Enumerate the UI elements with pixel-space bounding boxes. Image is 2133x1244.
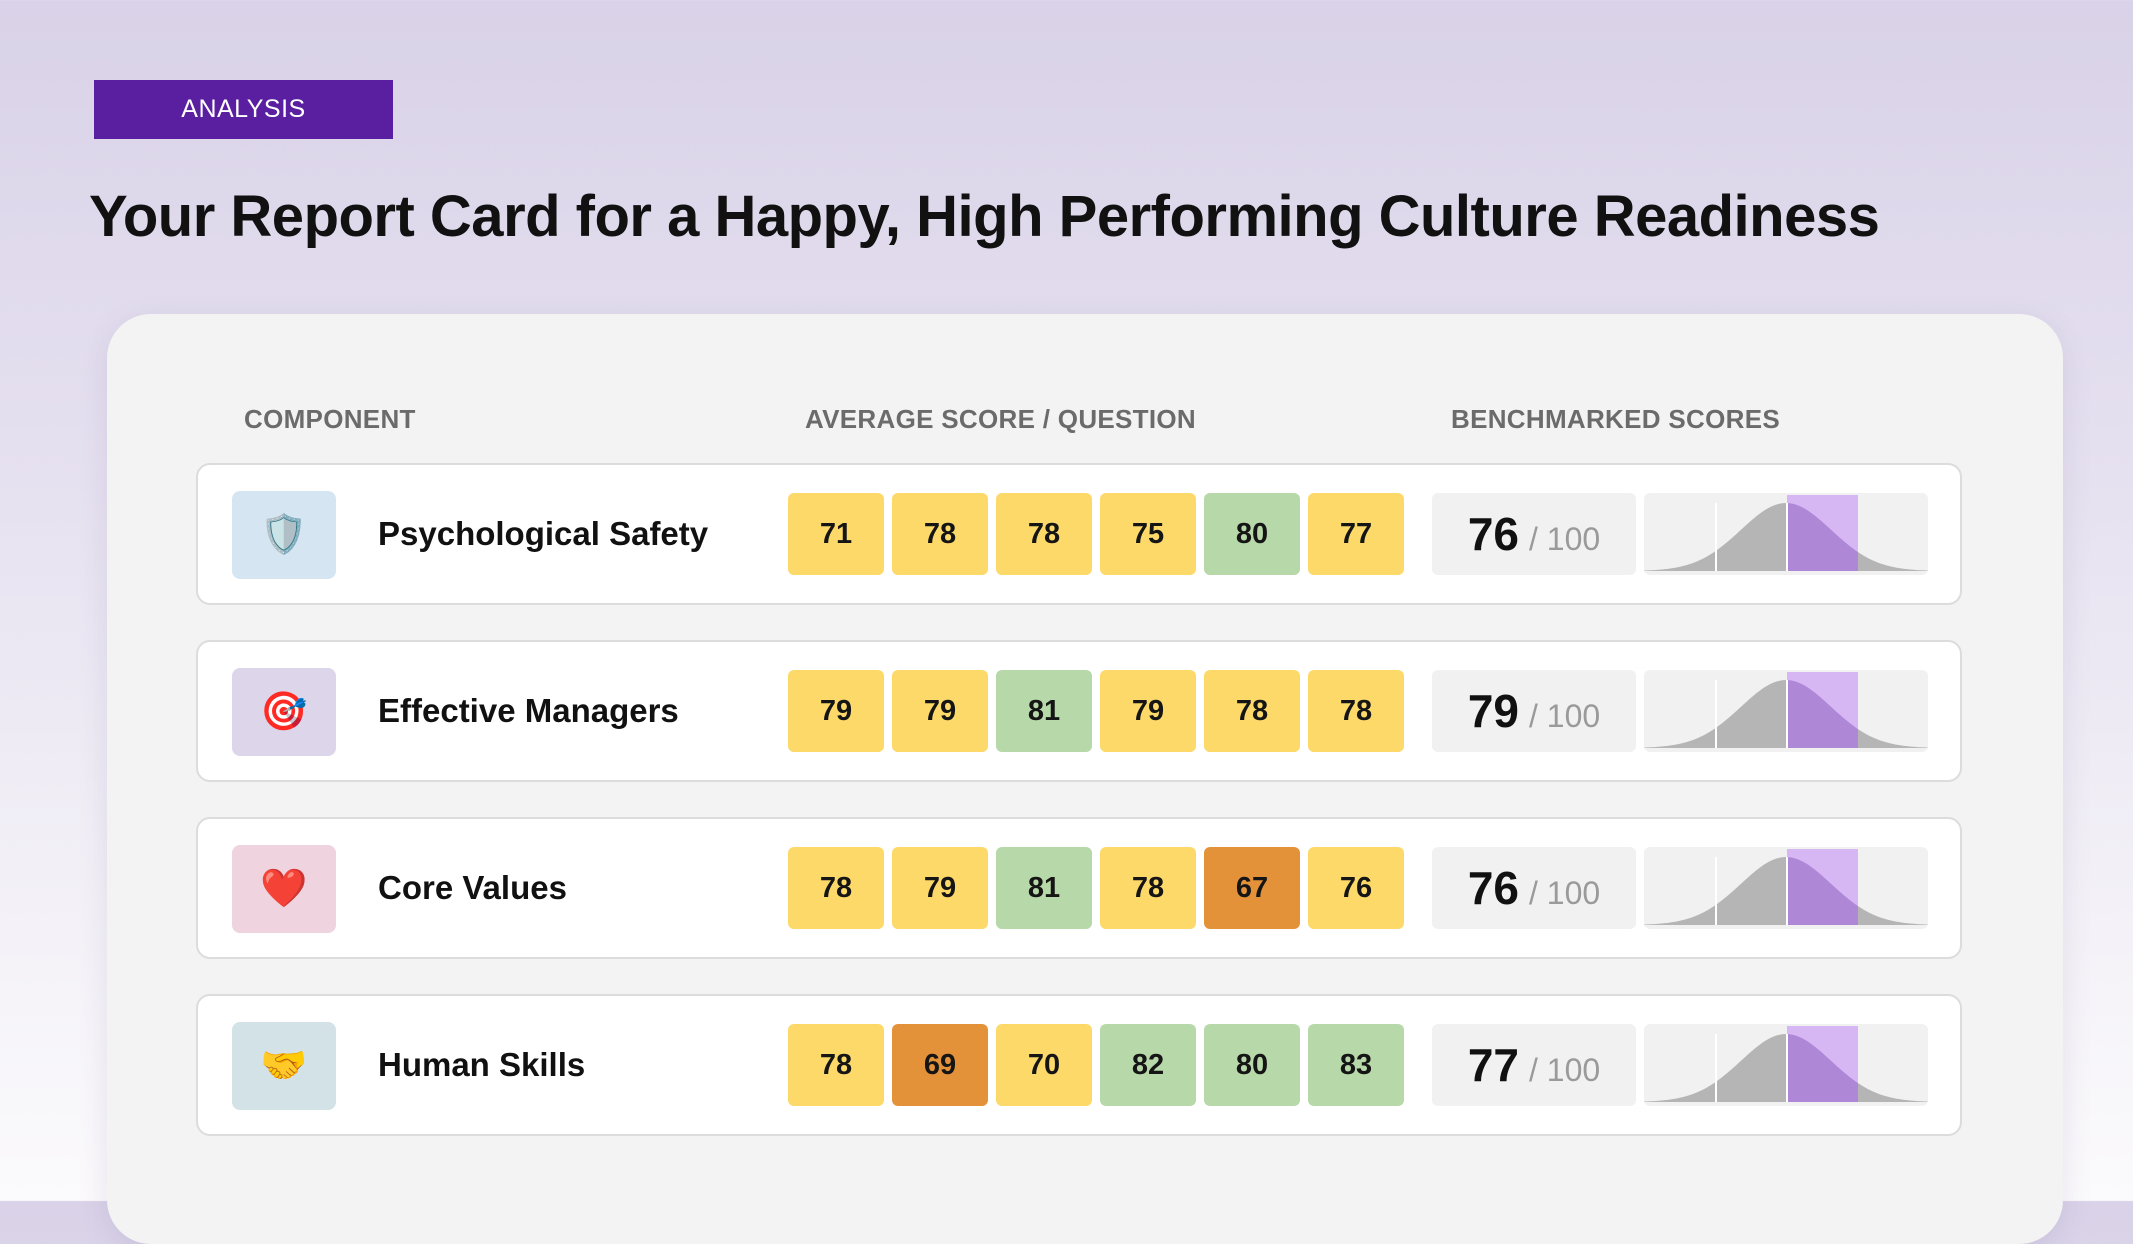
column-header-average: AVERAGE SCORE / QUESTION [805, 404, 1196, 434]
question-score-cell: 79 [788, 670, 884, 752]
column-header-component: COMPONENT [244, 404, 416, 434]
benchmark-value: 76 [1467, 508, 1519, 560]
distribution-curve-gray [1644, 680, 1787, 748]
benchmark-value: 77 [1467, 1039, 1519, 1091]
page-title: Your Report Card for a Happy, High Perfo… [89, 184, 1880, 249]
distribution-curve-highlight [1787, 680, 1858, 748]
question-score-cell: 81 [996, 670, 1092, 752]
component-name: Human Skills [378, 1046, 586, 1083]
benchmark-score: 79 / 100 [1432, 670, 1636, 752]
benchmark-max: / 100 [1529, 698, 1601, 734]
component-row: 🤝 Human Skills 78 69 70 82 80 83 77 / 100 [196, 994, 1962, 1136]
component-name: Core Values [378, 869, 567, 906]
benchmark-value: 76 [1467, 862, 1519, 914]
analysis-tag: ANALYSIS [94, 80, 393, 139]
benchmark-max: / 100 [1529, 521, 1601, 557]
target-icon: 🎯 [260, 691, 308, 733]
benchmark-distribution-chart [1644, 493, 1928, 575]
question-score-cell: 79 [1100, 670, 1196, 752]
question-score-cell: 78 [892, 493, 988, 575]
question-scores: 78 79 81 78 67 76 [788, 847, 1404, 929]
shield-icon: 🛡️ [260, 514, 308, 556]
question-score-cell: 81 [996, 847, 1092, 929]
distribution-svg [1644, 495, 1928, 571]
distribution-curve-gray-right [1858, 906, 1928, 925]
component-icon-box: 🤝 [232, 1022, 336, 1110]
question-score-cell: 78 [788, 847, 884, 929]
component-row: 🛡️ Psychological Safety 71 78 78 75 80 77 76/ 10… [196, 463, 1962, 605]
component-icon-box: 🎯 [232, 668, 336, 756]
question-score-cell: 78 [996, 493, 1092, 575]
question-score-cell: 75 [1100, 493, 1196, 575]
distribution-curve-gray-right [1858, 729, 1928, 748]
component-row: 🎯 Effective Managers 79 79 81 79 78 78 79/ 100 [196, 640, 1962, 782]
distribution-curve-gray [1644, 503, 1787, 571]
question-scores: 79 79 81 79 78 78 [788, 670, 1404, 752]
distribution-curve-gray [1644, 1034, 1787, 1102]
benchmark-max: / 100 [1529, 875, 1601, 911]
question-score-cell: 79 [892, 847, 988, 929]
benchmark-max: / 100 [1529, 1052, 1601, 1088]
component-icon-box: 🛡️ [232, 491, 336, 579]
benchmark-score: 77 / 100 [1432, 1024, 1636, 1106]
benchmark-value: 79 [1467, 685, 1519, 737]
component-name: Effective Managers [378, 692, 679, 729]
question-score-cell: 78 [1204, 670, 1300, 752]
benchmark-distribution-chart [1644, 1024, 1928, 1106]
benchmark-distribution-chart [1644, 670, 1928, 752]
distribution-curve-highlight [1787, 503, 1858, 571]
distribution-curve-highlight [1787, 1034, 1858, 1102]
benchmark-score: 76 / 100 [1432, 493, 1636, 575]
question-score-cell: 70 [996, 1024, 1092, 1106]
question-score-cell: 80 [1204, 1024, 1300, 1106]
distribution-svg [1644, 672, 1928, 748]
component-row: ❤️ Core Values 78 79 81 78 67 76 76/ 100 [196, 817, 1962, 959]
distribution-curve-highlight [1787, 857, 1858, 925]
distribution-curve-gray [1644, 857, 1787, 925]
distribution-svg [1644, 849, 1928, 925]
question-score-cell: 76 [1308, 847, 1404, 929]
question-score-cell: 69 [892, 1024, 988, 1106]
heart-icon: ❤️ [260, 868, 308, 910]
question-scores: 78 69 70 82 80 83 [788, 1024, 1404, 1106]
distribution-svg [1644, 1026, 1928, 1102]
question-score-cell: 79 [892, 670, 988, 752]
question-score-cell: 83 [1308, 1024, 1404, 1106]
question-score-cell: 71 [788, 493, 884, 575]
question-score-cell: 78 [1100, 847, 1196, 929]
distribution-curve-gray-right [1858, 552, 1928, 571]
distribution-curve-gray-right [1858, 1083, 1928, 1102]
question-scores: 71 78 78 75 80 77 [788, 493, 1404, 575]
question-score-cell: 80 [1204, 493, 1300, 575]
handshake-icon: 🤝 [260, 1045, 308, 1087]
question-score-cell: 78 [1308, 670, 1404, 752]
question-score-cell: 78 [788, 1024, 884, 1106]
column-header-benchmarked: BENCHMARKED SCORES [1451, 404, 1780, 434]
question-score-cell: 77 [1308, 493, 1404, 575]
question-score-cell: 67 [1204, 847, 1300, 929]
component-name: Psychological Safety [378, 515, 709, 552]
benchmark-distribution-chart [1644, 847, 1928, 929]
benchmark-score: 76 / 100 [1432, 847, 1636, 929]
question-score-cell: 82 [1100, 1024, 1196, 1106]
component-icon-box: ❤️ [232, 845, 336, 933]
